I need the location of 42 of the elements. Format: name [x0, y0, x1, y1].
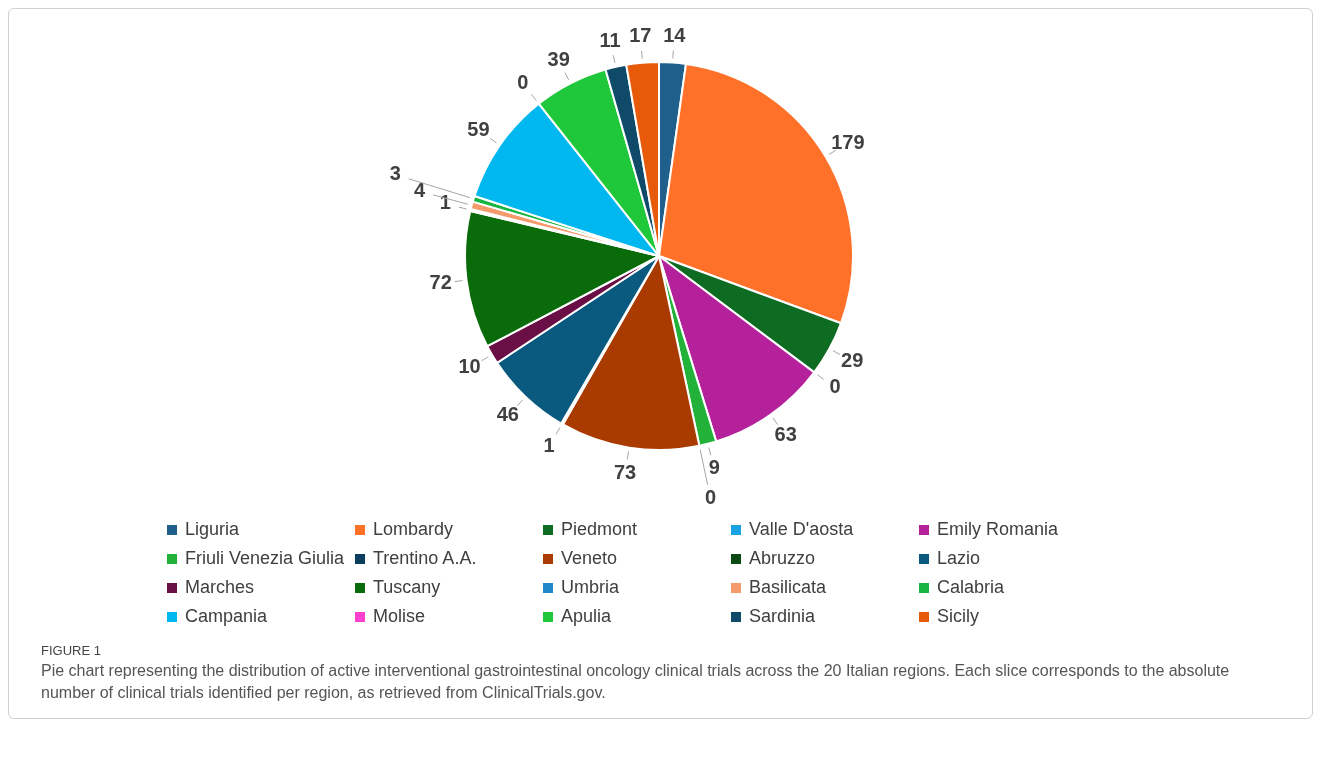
legend-label: Basilicata: [749, 577, 827, 598]
data-label: 1: [543, 434, 555, 457]
data-label: 14: [663, 24, 687, 47]
data-label: 63: [774, 423, 797, 446]
data-label: 46: [496, 403, 519, 426]
data-label: 3: [389, 162, 401, 185]
data-label: 39: [547, 47, 570, 70]
legend-label: Marches: [185, 577, 255, 598]
legend-label: Emily Romania: [937, 519, 1059, 540]
legend-label: Sicily: [937, 606, 980, 627]
data-label: 9: [708, 456, 720, 479]
legend-label: Piedmont: [561, 519, 638, 540]
legend-label: Veneto: [561, 548, 618, 569]
data-label: 1: [439, 191, 451, 214]
text: 0: [829, 375, 841, 398]
legend-label: Friuli Venezia Giulia: [185, 548, 345, 569]
legend-label: Apulia: [561, 606, 612, 627]
legend-label: Umbria: [561, 577, 620, 598]
legend-label: Trentino A.A.: [373, 548, 477, 569]
legend-label: Lombardy: [373, 519, 454, 540]
text: 0: [705, 486, 717, 509]
data-label: 72: [429, 270, 452, 293]
data-label: 73: [614, 460, 637, 483]
legend-label: Tuscany: [373, 577, 441, 598]
legend-label: Campania: [185, 606, 268, 627]
caption: FIGURE 1: [40, 643, 102, 658]
data-label: 29: [841, 348, 864, 371]
legend-label: Calabria: [937, 577, 1005, 598]
legend-label: Sardinia: [749, 606, 816, 627]
data-label: 17: [629, 24, 652, 47]
legend-label: Liguria: [185, 519, 240, 540]
data-label: 11: [599, 29, 621, 52]
legend-label: Valle D'aosta: [749, 519, 854, 540]
data-label: 59: [467, 117, 490, 140]
data-label: 179: [831, 130, 865, 153]
legend-label: Abruzzo: [749, 548, 816, 569]
text: 0: [517, 70, 529, 93]
data-label: 4: [414, 178, 427, 201]
data-label: 10: [458, 355, 481, 378]
legend-label: Lazio: [937, 548, 981, 569]
legend-label: Molise: [373, 606, 426, 627]
text: Pie chart representing the distribution of active interventional gastrointestinal oncology clinical trials across the 20 Italian regions. Each slice corresponds to the absolute number of clinical trials identified per region, as retrieved from ClinicalTrials.gov.: [40, 661, 1231, 703]
